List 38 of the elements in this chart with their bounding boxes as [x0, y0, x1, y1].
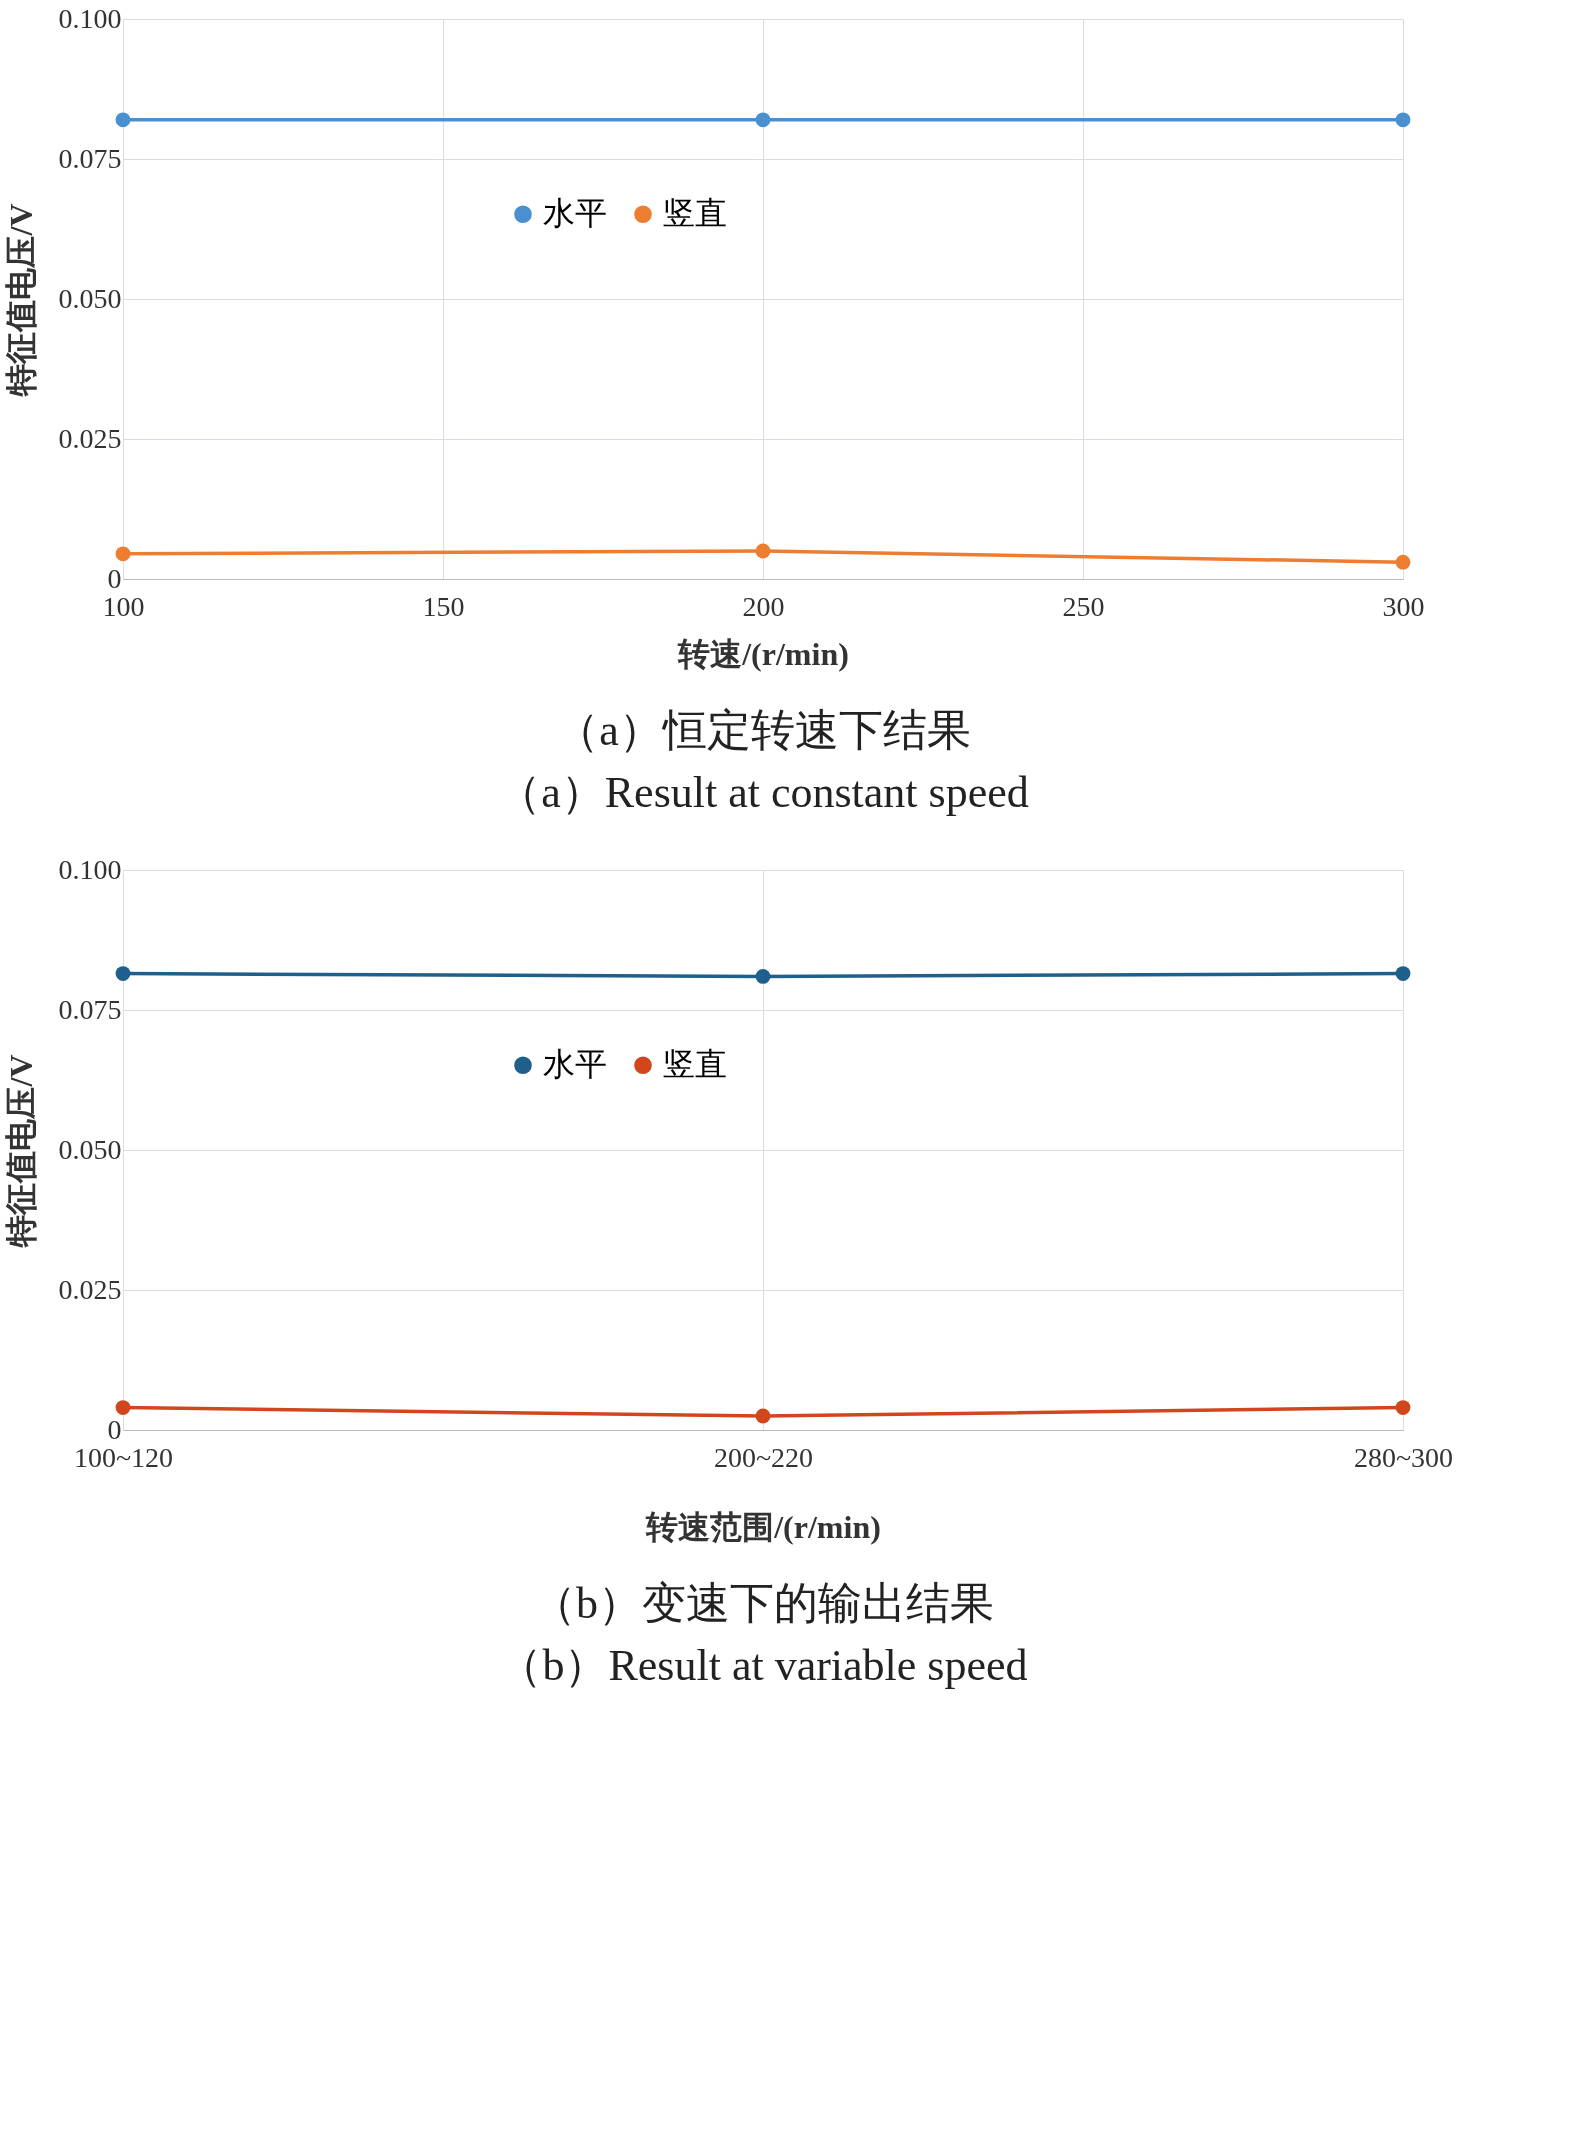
point [1395, 1400, 1411, 1415]
legend-label: 水平 [543, 1046, 607, 1083]
x-tick-label: 300 [1382, 590, 1425, 622]
x-axis-title: 转速范围/(r/min) [645, 1508, 881, 1545]
point [755, 112, 771, 128]
text: （b）变速下的输出结果 [532, 1579, 994, 1628]
y-tick-label: 0.100 [58, 853, 122, 885]
point [1395, 966, 1411, 981]
point [755, 1408, 771, 1424]
legend-label: 竖直 [663, 195, 727, 232]
y-tick-label: 0.050 [58, 1133, 122, 1165]
legend-label: 竖直 [663, 1046, 727, 1083]
text: （a）Result at constant speed [497, 768, 1029, 817]
point [115, 112, 131, 128]
y-tick-label: 0.075 [58, 142, 122, 174]
y-tick-label: 0.100 [58, 2, 122, 34]
y-tick-label: 0.025 [58, 422, 122, 454]
y-tick-label: 0.075 [58, 993, 122, 1025]
y-axis-title: 特征值电压/V [2, 203, 39, 397]
text: （b）Result at variable speed [498, 1641, 1028, 1690]
point [1395, 112, 1411, 128]
point [115, 1400, 131, 1415]
y-axis-title: 特征值电压/V [2, 1054, 39, 1248]
x-tick-label: 150 [422, 590, 465, 622]
x-tick-label: 280~300 [1353, 1441, 1454, 1473]
legend-label: 水平 [543, 195, 607, 232]
point [755, 543, 771, 559]
y-tick-label: 0.025 [58, 1273, 122, 1305]
x-tick-label: 200 [742, 590, 785, 622]
text: （a）恒定转速下结果 [555, 706, 971, 755]
point [115, 966, 131, 981]
point [1395, 554, 1411, 570]
x-axis-title: 转速/(r/min) [677, 635, 849, 672]
x-tick-label: 250 [1062, 590, 1105, 622]
y-tick-label: 0.050 [58, 282, 122, 314]
point [755, 969, 771, 984]
point [115, 546, 131, 562]
x-tick-label: 200~220 [713, 1441, 814, 1473]
